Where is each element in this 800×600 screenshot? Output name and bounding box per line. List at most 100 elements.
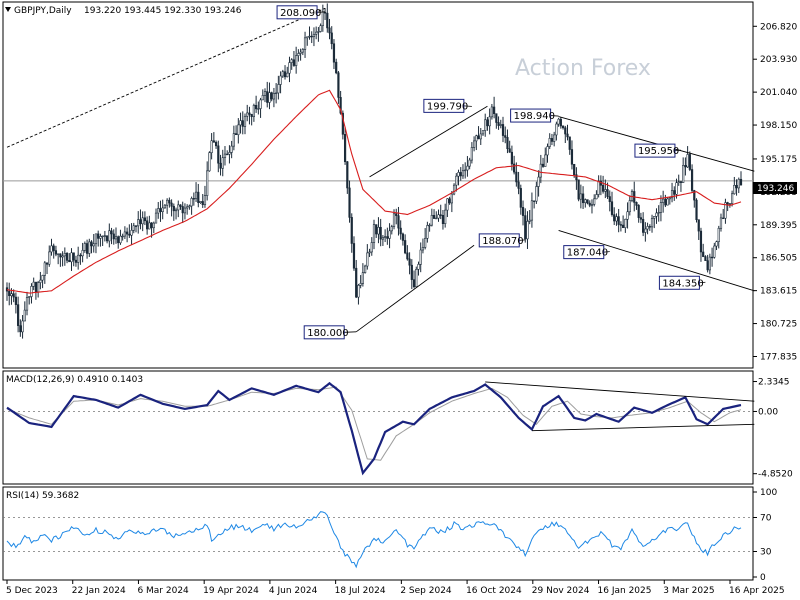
- candle-body: [321, 11, 324, 26]
- candle-body: [401, 233, 405, 241]
- candle-body: [326, 12, 329, 29]
- candle-body: [553, 134, 556, 142]
- candle-body: [14, 296, 17, 305]
- candle-body: [726, 202, 729, 205]
- candle-body: [441, 214, 445, 224]
- candle-body: [673, 190, 676, 195]
- candle-body: [299, 51, 302, 54]
- xtick-label: 29 Nov 2024: [532, 586, 590, 596]
- collapse-triangle-icon[interactable]: [5, 7, 11, 12]
- candle-body: [232, 133, 235, 147]
- candle-body: [570, 149, 574, 165]
- candle-body: [270, 92, 273, 100]
- macd-marks: [3, 381, 755, 476]
- candle-body: [223, 153, 227, 159]
- annotation-leader: [344, 331, 357, 333]
- candle-body: [655, 212, 658, 217]
- candle-body: [203, 195, 207, 206]
- candle-body: [85, 243, 89, 254]
- candle-body: [277, 84, 280, 94]
- candle-body: [644, 228, 647, 233]
- candle-body: [328, 27, 331, 34]
- candle-body: [497, 122, 500, 126]
- candle-body: [504, 135, 507, 138]
- annotation-box: [563, 245, 605, 260]
- candle-body: [546, 146, 549, 156]
- annotation-label: 187.040: [567, 248, 608, 259]
- candle-body: [194, 191, 198, 200]
- annotation-box: [423, 98, 465, 113]
- candle-body: [530, 200, 534, 221]
- candle-body: [526, 221, 529, 240]
- candle-body: [179, 204, 182, 207]
- candle-body: [575, 174, 578, 181]
- price-ytick-label: 206.820: [760, 22, 797, 32]
- candle-body: [568, 136, 571, 150]
- candle-body: [212, 140, 215, 143]
- candle-body: [715, 241, 718, 247]
- candle-body: [608, 196, 611, 203]
- candle-body: [375, 224, 378, 235]
- candle-body: [30, 286, 33, 297]
- xtick-label: 3 Mar 2025: [663, 586, 714, 596]
- candle-body: [708, 256, 711, 271]
- candle-body: [693, 190, 696, 201]
- price-panel-frame: [2, 1, 754, 369]
- candle-body: [37, 282, 40, 293]
- candle-body: [315, 31, 318, 35]
- rsi-ytick-label: 30: [760, 548, 772, 558]
- candle-body: [499, 124, 502, 126]
- candle-body: [679, 181, 683, 183]
- candle-body: [19, 325, 22, 333]
- price-ytick-label: 189.395: [760, 221, 797, 231]
- candle-body: [617, 216, 620, 225]
- annotation-box: [303, 325, 345, 340]
- candle-body: [337, 72, 340, 98]
- candle-body: [590, 204, 594, 206]
- candle-body: [457, 172, 460, 177]
- macd-ytick-label: 0.00: [758, 407, 778, 417]
- candle-body: [719, 217, 723, 229]
- candle-body: [626, 211, 629, 220]
- candle-body: [573, 163, 576, 176]
- candle-body: [468, 159, 471, 167]
- candle-body: [593, 198, 596, 205]
- price-ytick-label: 203.930: [760, 55, 797, 65]
- candle-body: [475, 135, 478, 142]
- candle-body: [430, 214, 433, 226]
- candle-body: [201, 201, 204, 206]
- candle-body: [479, 133, 482, 140]
- candle-body: [343, 134, 347, 163]
- candle-body: [384, 236, 387, 238]
- candle-body: [237, 124, 240, 136]
- macd-trendline: [531, 423, 755, 432]
- candle-body: [664, 198, 667, 206]
- candle-body: [464, 169, 467, 172]
- candle-body: [208, 152, 211, 172]
- candle-body: [263, 91, 267, 96]
- candle-body: [43, 262, 46, 276]
- candle-body: [519, 188, 522, 208]
- candle-body: [134, 225, 138, 227]
- candle-body: [312, 33, 316, 38]
- candle-body: [548, 138, 551, 147]
- candle-body: [61, 255, 64, 258]
- candle-body: [524, 215, 527, 240]
- candle-body: [297, 53, 300, 56]
- candle-body: [639, 217, 643, 220]
- candle-body: [243, 115, 247, 127]
- annotation-label: 180.000: [307, 328, 348, 339]
- candle-body: [515, 171, 518, 183]
- candle-body: [210, 140, 213, 154]
- candle-body: [199, 201, 202, 203]
- candle-body: [581, 193, 585, 204]
- candle-body: [728, 203, 731, 205]
- candle-body: [735, 185, 738, 189]
- candle-body: [372, 224, 376, 243]
- candle-body: [54, 250, 58, 255]
- candle-body: [168, 199, 171, 204]
- candle-body: [477, 135, 480, 140]
- annotation-leader: [699, 281, 706, 284]
- candle-body: [710, 256, 714, 259]
- candle-body: [450, 193, 453, 204]
